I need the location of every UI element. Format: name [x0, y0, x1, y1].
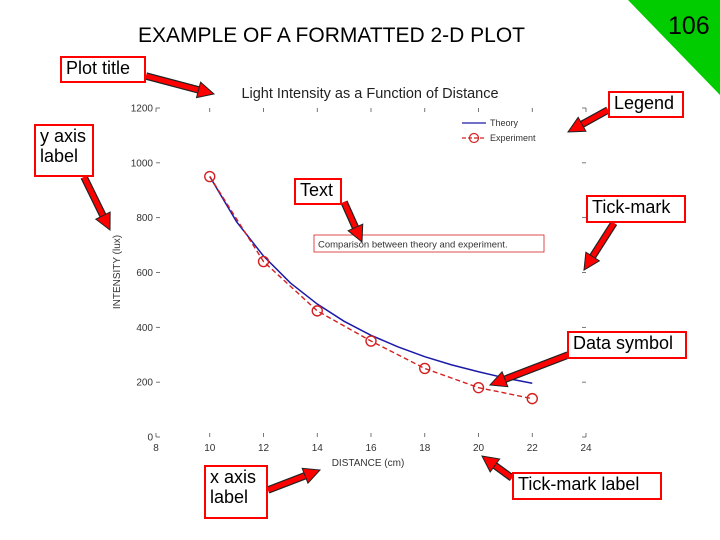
x-tick-label: 20: [473, 443, 485, 454]
callout-plot-title: Plot title: [60, 56, 146, 83]
page-number: 106: [668, 12, 710, 40]
annotation-box: [313, 234, 545, 253]
page-title: EXAMPLE OF A FORMATTED 2-D PLOT: [138, 24, 526, 47]
data-point-experiment: [526, 392, 538, 405]
data-point-experiment: [311, 305, 323, 317]
y-tick-label: 600: [136, 268, 153, 279]
callout-x-axis-label: x axis label: [204, 465, 268, 519]
plot-title: Light Intensity as a Function of Distanc…: [241, 86, 498, 102]
arrow-plot-title: [145, 72, 216, 99]
arrow-data-symbol: [488, 351, 570, 388]
y-tick-label: 200: [136, 378, 153, 389]
x-tick-label: 8: [153, 443, 159, 454]
corner-triangle: [628, 0, 720, 95]
y-tick-label: 400: [136, 323, 153, 334]
data-point-experiment: [257, 255, 270, 268]
arrow-legend: [567, 106, 610, 133]
y-tick-label: 1000: [131, 158, 154, 169]
x-tick-label: 16: [365, 443, 377, 454]
x-tick-label: 10: [204, 443, 216, 454]
x-tick-label: 22: [527, 443, 539, 454]
x-tick-label: 14: [312, 443, 324, 454]
arrow-x-axis-label: [266, 467, 322, 494]
arrow-y-axis-label: [80, 175, 111, 232]
callout-legend: Legend: [608, 91, 684, 118]
series-experiment-line: [209, 176, 533, 400]
y-tick-label: 1200: [131, 104, 154, 115]
data-point-experiment: [472, 381, 485, 394]
x-axis-label: DISTANCE (cm): [332, 458, 405, 469]
arrow-tick-mark: [583, 220, 618, 271]
arrow-text: [340, 200, 364, 244]
data-point-experiment: [365, 335, 377, 347]
series-theory-line: [209, 176, 533, 384]
data-point-experiment: [419, 362, 431, 375]
legend-experiment-marker: [468, 132, 480, 144]
arrow-tick-mark-label: [481, 455, 515, 482]
callout-x-axis-label-line2: label: [210, 486, 249, 507]
annotation-text: Comparison between theory and experiment…: [318, 240, 508, 251]
x-tick-label: 18: [419, 443, 431, 454]
callout-x-axis-label-line1: x axis: [210, 467, 257, 487]
callout-text: Text: [294, 178, 342, 205]
y-axis-label: INTENSITY (lux): [112, 235, 123, 309]
callout-y-axis-label-line1: y axis: [40, 126, 87, 146]
legend-experiment-label: Experiment: [490, 133, 536, 143]
callout-data-symbol: Data symbol: [567, 331, 687, 359]
callout-y-axis-label-line2: label: [40, 145, 79, 166]
y-tick-label: 0: [147, 433, 153, 444]
y-tick-label: 800: [136, 213, 153, 224]
callout-tick-mark: Tick-mark: [586, 195, 686, 223]
callout-tick-mark-label: Tick-mark label: [512, 472, 662, 500]
legend-theory-label: Theory: [490, 118, 519, 128]
legend: Theory Experiment: [462, 118, 536, 144]
callout-y-axis-label: y axis label: [34, 124, 94, 177]
x-tick-label: 24: [580, 443, 592, 454]
x-tick-label: 12: [258, 443, 270, 454]
data-point-experiment: [204, 170, 216, 183]
